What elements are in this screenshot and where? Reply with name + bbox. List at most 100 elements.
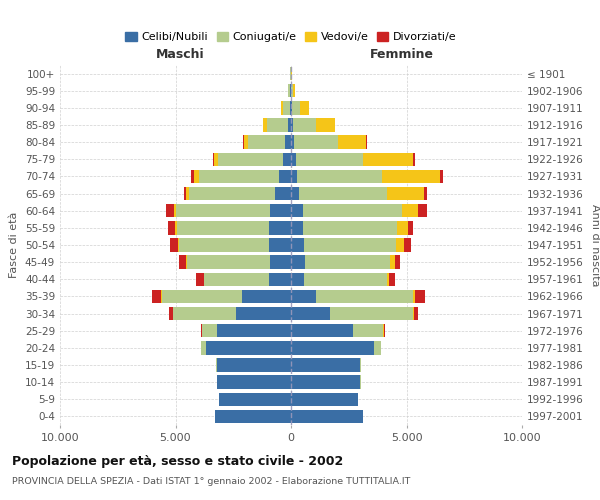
Bar [283,152,291,166]
Bar [291,324,353,338]
Bar [187,187,190,200]
Bar [270,256,291,269]
Bar [166,204,173,218]
Bar [415,290,425,303]
Bar [291,152,296,166]
Bar [295,136,338,149]
Bar [304,272,387,286]
Bar [243,136,244,149]
Bar [201,341,206,354]
Bar [270,204,291,218]
Bar [413,307,414,320]
Bar [402,204,418,218]
Bar [396,238,404,252]
Bar [275,187,291,200]
Bar [293,84,295,98]
Bar [391,256,395,269]
Bar [304,238,396,252]
Bar [269,272,291,286]
Bar [316,290,413,303]
Bar [366,136,367,149]
Bar [291,187,299,200]
Bar [214,152,218,166]
Bar [291,256,305,269]
Bar [387,272,389,286]
Text: Maschi: Maschi [156,48,205,62]
Bar [291,170,297,183]
Bar [213,152,214,166]
Bar [152,290,161,303]
Bar [178,238,179,252]
Bar [413,290,415,303]
Bar [374,341,380,354]
Y-axis label: Fasce di età: Fasce di età [10,212,19,278]
Bar [161,290,242,303]
Bar [196,272,203,286]
Bar [296,152,362,166]
Bar [291,410,362,423]
Bar [291,376,360,389]
Bar [362,152,413,166]
Bar [290,84,291,98]
Bar [205,272,269,286]
Bar [179,238,269,252]
Bar [291,392,358,406]
Bar [291,136,295,149]
Bar [297,170,382,183]
Bar [220,392,291,406]
Bar [338,136,366,149]
Bar [236,307,291,320]
Bar [291,307,330,320]
Bar [291,358,360,372]
Bar [287,118,291,132]
Bar [269,221,291,234]
Bar [283,101,290,114]
Bar [242,290,291,303]
Bar [292,84,293,98]
Bar [291,101,292,114]
Bar [186,256,187,269]
Bar [244,136,248,149]
Bar [191,170,194,183]
Bar [353,324,383,338]
Bar [389,272,395,286]
Bar [387,187,424,200]
Bar [440,170,443,183]
Bar [292,101,300,114]
Bar [190,187,275,200]
Bar [407,221,413,234]
Bar [291,272,304,286]
Bar [300,101,309,114]
Bar [290,101,291,114]
Bar [202,324,217,338]
Bar [281,101,283,114]
Bar [201,324,202,338]
Bar [413,152,415,166]
Bar [179,256,186,269]
Bar [217,358,291,372]
Bar [289,84,290,98]
Bar [173,307,236,320]
Bar [305,256,391,269]
Bar [293,118,316,132]
Y-axis label: Anni di nascita: Anni di nascita [590,204,600,286]
Bar [187,256,270,269]
Bar [414,307,418,320]
Legend: Celibi/Nubili, Coniugati/e, Vedovi/e, Divorziati/e: Celibi/Nubili, Coniugati/e, Vedovi/e, Di… [121,28,461,46]
Bar [291,221,302,234]
Bar [184,187,187,200]
Bar [175,221,176,234]
Bar [215,410,291,423]
Bar [168,221,175,234]
Bar [218,152,283,166]
Text: PROVINCIA DELLA SPEZIA - Dati ISTAT 1° gennaio 2002 - Elaborazione TUTTITALIA.IT: PROVINCIA DELLA SPEZIA - Dati ISTAT 1° g… [12,478,410,486]
Bar [291,238,304,252]
Bar [291,341,374,354]
Bar [217,324,291,338]
Bar [330,307,413,320]
Bar [203,272,205,286]
Text: Popolazione per età, sesso e stato civile - 2002: Popolazione per età, sesso e stato civil… [12,455,343,468]
Bar [194,170,199,183]
Text: Femmine: Femmine [370,48,434,62]
Bar [199,170,280,183]
